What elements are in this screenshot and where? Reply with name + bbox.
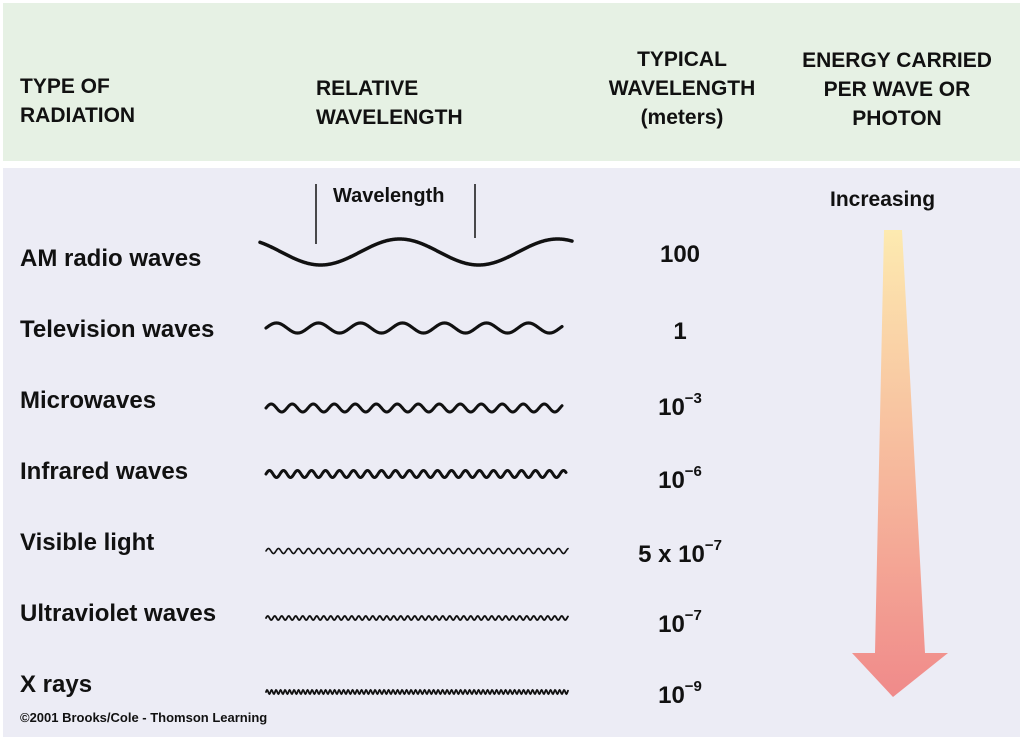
copyright-notice: ©2001 Brooks/Cole - Thomson Learning	[20, 710, 268, 725]
header-relative-wavelength: RELATIVE WAVELENGTH	[316, 74, 463, 132]
header-line: ENERGY CARRIED	[802, 49, 992, 72]
wave-diagram	[258, 184, 574, 696]
header-typical-wavelength: TYPICAL WAVELENGTH (meters)	[592, 45, 772, 132]
table-header	[3, 3, 1020, 161]
header-type-of-radiation: TYPE OF RADIATION	[20, 72, 135, 130]
value-exponent: −7	[704, 537, 722, 554]
value-base: 1	[673, 318, 687, 345]
row-label-microwaves: Microwaves	[20, 387, 157, 414]
header-energy: ENERGY CARRIED PER WAVE OR PHOTON	[784, 46, 1010, 133]
value-visible-light: 5 x 10−7	[600, 535, 760, 569]
wave-ultraviolet	[265, 615, 569, 621]
wavelength-marker-label: Wavelength	[333, 185, 445, 207]
energy-increasing-arrow	[852, 230, 948, 697]
header-line: PHOTON	[852, 107, 942, 130]
value-microwaves: 10−3	[600, 388, 760, 422]
row-label-ultraviolet: Ultraviolet waves	[20, 600, 217, 627]
header-line: TYPICAL	[637, 48, 727, 71]
energy-increasing-label: Increasing	[830, 188, 936, 211]
value-infrared: 10−6	[600, 461, 760, 495]
value-television: 1	[600, 312, 760, 346]
header-line: RELATIVE	[316, 77, 419, 100]
header-line: (meters)	[640, 106, 724, 129]
value-base: 10	[658, 467, 685, 494]
row-label-visible-light: Visible light	[20, 529, 155, 556]
value-base: 10	[658, 611, 685, 638]
row-label-am-radio: AM radio waves	[20, 245, 202, 272]
wave-microwaves	[264, 402, 564, 414]
wave-infrared	[264, 468, 568, 480]
header-line: WAVELENGTH	[608, 77, 756, 100]
value-ultraviolet: 10−7	[600, 605, 760, 639]
row-label-x-rays: X rays	[20, 671, 93, 698]
energy-arrow-shape	[852, 230, 948, 697]
value-exponent: −3	[684, 390, 702, 407]
value-base: 100	[659, 241, 701, 268]
value-base: 10	[658, 394, 685, 421]
wave-visible-light	[265, 547, 569, 555]
value-exponent: −7	[684, 607, 702, 624]
row-label-television: Television waves	[20, 316, 215, 343]
header-line: PER WAVE OR	[823, 78, 971, 101]
value-am-radio: 100	[600, 235, 760, 269]
wave-x-rays	[265, 688, 569, 696]
header-line: TYPE OF	[20, 75, 110, 98]
value-base: 5 x 10	[638, 541, 705, 568]
value-base: 10	[658, 682, 685, 709]
value-exponent: −9	[684, 678, 702, 695]
row-label-infrared: Infrared waves	[20, 458, 189, 485]
wave-television	[264, 321, 564, 335]
header-line: RADIATION	[20, 104, 136, 127]
value-exponent: −6	[684, 463, 702, 480]
header-line: WAVELENGTH	[316, 106, 463, 129]
value-x-rays: 10−9	[600, 676, 760, 710]
table-body-panel	[3, 168, 1020, 737]
wave-am-radio	[258, 237, 574, 267]
